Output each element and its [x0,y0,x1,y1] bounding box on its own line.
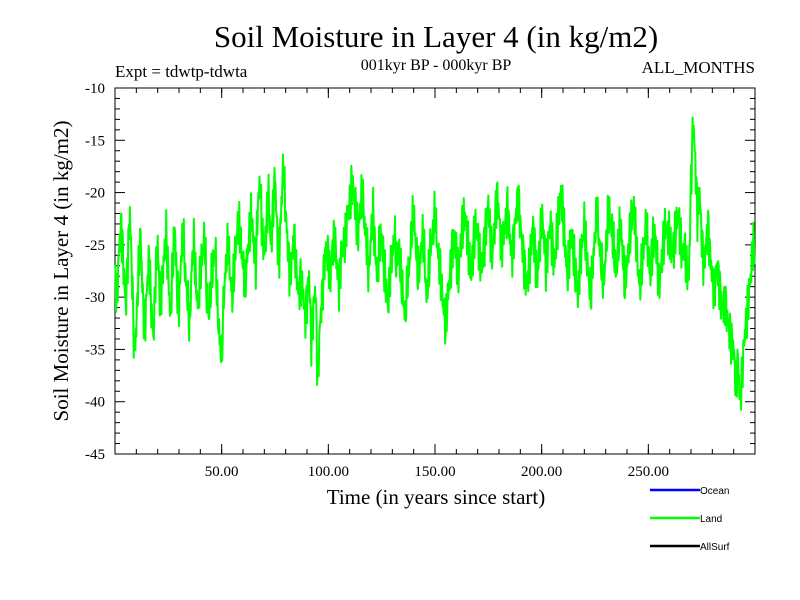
axis-ticks [115,87,755,455]
y-tick-label: -10 [85,81,105,97]
x-tick-label: 250.00 [628,464,669,480]
y-tick-labels: -10 -15 -20 -25 -30 -35 -40 -45 [85,81,105,463]
series-line-land [114,116,756,411]
y-tick-label: -20 [85,186,105,202]
months-label: ALL_MONTHS [642,58,755,77]
time-range-label: 001kyr BP - 000kyr BP [361,57,512,74]
x-tick-label: 50.00 [205,464,239,480]
y-tick-label: -30 [85,290,105,306]
x-tick-label: 150.00 [414,464,455,480]
series-layer [114,116,756,411]
chart-title: Soil Moisture in Layer 4 (in kg/m2) [214,19,658,54]
x-tick-label: 200.00 [521,464,562,480]
y-axis-label: Soil Moisture in Layer 4 (in kg/m2) [49,121,73,422]
legend-label-ocean: Ocean [700,486,729,497]
experiment-label: Expt = tdwtp-tdwta [115,62,248,81]
y-tick-label: -25 [85,238,105,254]
y-tick-label: -45 [85,447,105,463]
legend: Ocean Land AllSurf [650,486,730,553]
legend-label-land: Land [700,514,722,525]
x-tick-label: 100.00 [308,464,349,480]
x-axis-label: Time (in years since start) [327,485,546,509]
legend-label-allsurf: AllSurf [700,542,730,553]
x-tick-labels: 50.00 100.00 150.00 200.00 250.00 [205,464,669,480]
y-tick-label: -35 [85,342,105,358]
y-tick-label: -40 [85,395,105,411]
y-tick-label: -15 [85,133,105,149]
